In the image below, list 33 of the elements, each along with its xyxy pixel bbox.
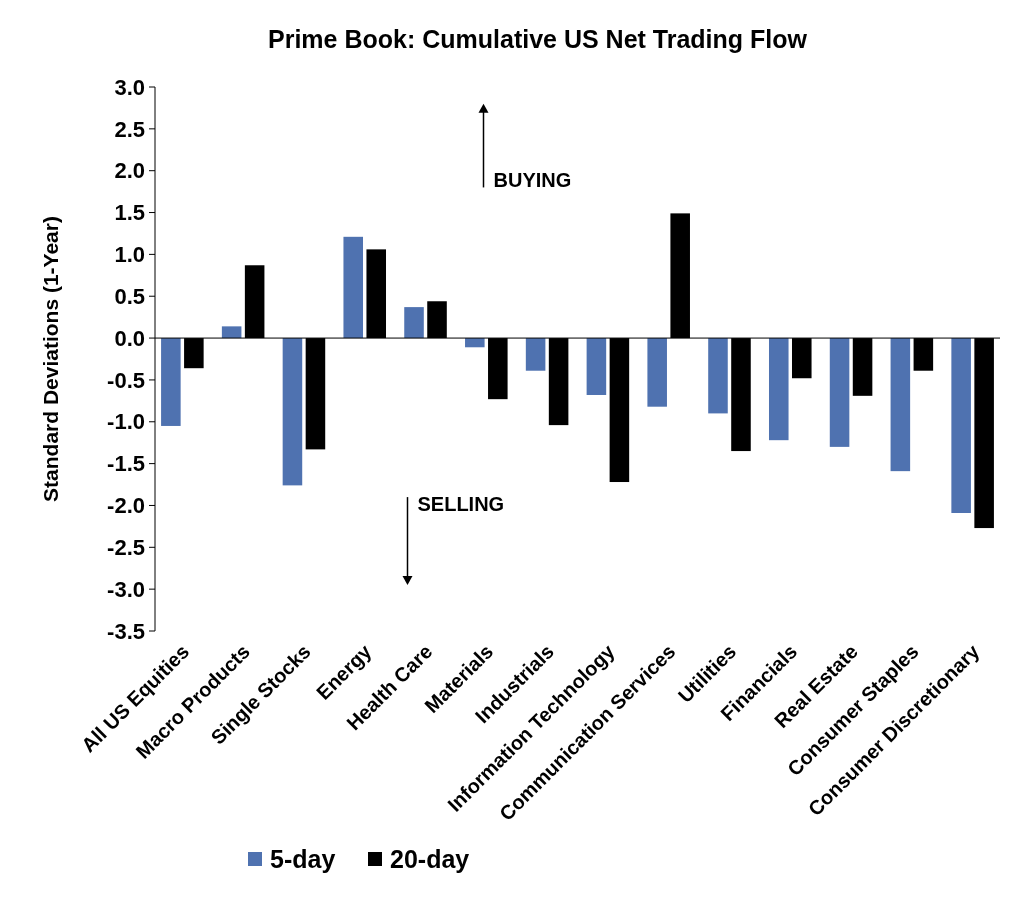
y-tick-label: 2.5 [114, 116, 145, 142]
y-axis-title: Standard Deviations (1-Year) [39, 216, 62, 502]
chart-title: Prime Book: Cumulative US Net Trading Flow [268, 25, 808, 53]
y-tick-label: -1.0 [107, 409, 145, 435]
bar [829, 338, 850, 447]
bar [647, 338, 667, 407]
bar [586, 338, 607, 395]
bar [282, 338, 303, 486]
y-tick-label: -3.0 [107, 576, 145, 602]
bar [951, 338, 971, 513]
bar [525, 338, 546, 371]
bar [161, 338, 181, 426]
y-tick-label: 3.0 [114, 74, 145, 100]
annotation: BUYING [493, 169, 572, 192]
legend-label: 20-day [390, 845, 470, 873]
annotation: SELLING [417, 493, 505, 516]
bar [221, 326, 242, 339]
y-tick-label: -2.0 [107, 493, 145, 519]
y-tick-label: 1.0 [114, 242, 145, 268]
y-tick-label: 0.0 [114, 325, 145, 351]
legend-label: 5-day [270, 845, 336, 873]
y-tick-label: -1.5 [107, 451, 145, 477]
y-tick-label: -0.5 [107, 367, 145, 393]
y-tick-label: 2.0 [114, 158, 145, 184]
bar [708, 338, 728, 414]
bar [890, 338, 911, 472]
y-tick-label: 1.5 [114, 200, 145, 226]
bar [343, 236, 363, 339]
y-tick-label: -2.5 [107, 535, 145, 561]
y-tick-label: 0.5 [114, 283, 145, 309]
bar [768, 338, 789, 441]
y-tick-label: -3.5 [107, 618, 145, 644]
bar [404, 307, 424, 339]
